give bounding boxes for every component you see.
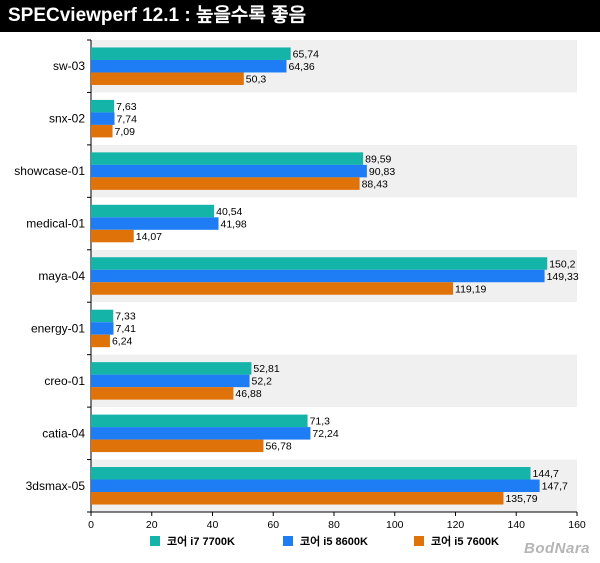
x-tick-label: 60 bbox=[267, 519, 279, 531]
category-label: showcase-01 bbox=[14, 164, 85, 178]
bar bbox=[91, 112, 115, 125]
value-label: 14,07 bbox=[136, 231, 162, 243]
x-tick-label: 160 bbox=[568, 519, 586, 531]
value-label: 90,83 bbox=[369, 166, 395, 178]
category-label: energy-01 bbox=[31, 321, 85, 335]
value-label: 149,33 bbox=[547, 271, 579, 283]
bar bbox=[91, 387, 234, 400]
value-label: 65,74 bbox=[293, 48, 319, 60]
value-label: 71,3 bbox=[310, 416, 331, 428]
legend-swatch bbox=[150, 536, 160, 546]
page-title: SPECviewperf 12.1 : 높을수록 좋음 bbox=[0, 0, 600, 32]
watermark-logo: BodNara bbox=[523, 540, 590, 557]
x-tick-label: 0 bbox=[88, 519, 94, 531]
bar bbox=[91, 439, 264, 453]
bar bbox=[91, 124, 113, 138]
legend-label: 코어 i5 7600K bbox=[431, 534, 499, 548]
value-label: 144,7 bbox=[533, 468, 559, 480]
bar bbox=[91, 269, 545, 283]
bar bbox=[91, 322, 114, 335]
bar bbox=[91, 362, 252, 375]
value-label: 64,36 bbox=[288, 61, 314, 73]
value-label: 7,41 bbox=[116, 323, 137, 335]
bar bbox=[91, 217, 219, 230]
bar bbox=[91, 309, 114, 323]
value-label: 6,24 bbox=[112, 336, 133, 348]
legend-swatch bbox=[414, 536, 424, 546]
value-label: 119,19 bbox=[455, 283, 486, 295]
legend-swatch bbox=[283, 536, 293, 546]
bar bbox=[91, 164, 367, 178]
value-label: 88,43 bbox=[362, 178, 388, 190]
value-label: 7,63 bbox=[116, 101, 137, 113]
bar bbox=[91, 427, 311, 440]
bar bbox=[91, 72, 244, 85]
bar bbox=[91, 414, 308, 428]
value-label: 46,88 bbox=[235, 388, 261, 400]
category-label: 3dsmax-05 bbox=[26, 479, 86, 493]
bar bbox=[91, 177, 360, 190]
bars-layer bbox=[91, 47, 548, 505]
category-label: sw-03 bbox=[53, 59, 85, 73]
bar bbox=[91, 204, 215, 218]
legend-label: 코어 i7 7700K bbox=[167, 534, 235, 548]
x-tick-label: 40 bbox=[207, 519, 219, 531]
value-label: 7,74 bbox=[117, 113, 138, 125]
value-label: 56,78 bbox=[265, 441, 291, 453]
bar bbox=[91, 47, 291, 60]
value-label: 52,2 bbox=[252, 376, 273, 388]
category-label: catia-04 bbox=[42, 426, 85, 440]
x-tick-label: 100 bbox=[386, 519, 404, 531]
value-label: 147,7 bbox=[542, 481, 568, 493]
value-label: 7,09 bbox=[115, 126, 136, 138]
value-label: 89,59 bbox=[365, 153, 391, 165]
category-label: maya-04 bbox=[38, 269, 85, 283]
bar bbox=[91, 492, 504, 505]
bar bbox=[91, 59, 287, 73]
bar bbox=[91, 257, 548, 270]
value-label: 40,54 bbox=[216, 206, 242, 218]
value-label: 52,81 bbox=[253, 363, 279, 375]
bar bbox=[91, 99, 115, 113]
bar bbox=[91, 334, 110, 348]
bar bbox=[91, 467, 531, 480]
x-tick-label: 20 bbox=[146, 519, 158, 531]
x-tick-label: 80 bbox=[328, 519, 340, 531]
value-label: 50,3 bbox=[246, 73, 267, 85]
category-label: snx-02 bbox=[49, 112, 85, 126]
bar bbox=[91, 229, 134, 243]
legend: 코어 i7 7700K 코어 i5 8600K 코어 i5 7600K bbox=[150, 534, 499, 548]
bar bbox=[91, 152, 364, 165]
bar bbox=[91, 374, 250, 388]
bar bbox=[91, 479, 540, 493]
value-label: 7,33 bbox=[115, 311, 136, 323]
category-label: medical-01 bbox=[26, 217, 85, 231]
value-label: 135,79 bbox=[505, 493, 537, 505]
value-label: 72,24 bbox=[312, 428, 338, 440]
bar bbox=[91, 282, 454, 295]
x-tick-label: 120 bbox=[447, 519, 465, 531]
legend-label: 코어 i5 8600K bbox=[300, 534, 368, 548]
category-label: creo-01 bbox=[44, 374, 85, 388]
value-label: 150,2 bbox=[549, 258, 575, 270]
value-label: 41,98 bbox=[221, 218, 247, 230]
x-tick-label: 140 bbox=[507, 519, 525, 531]
